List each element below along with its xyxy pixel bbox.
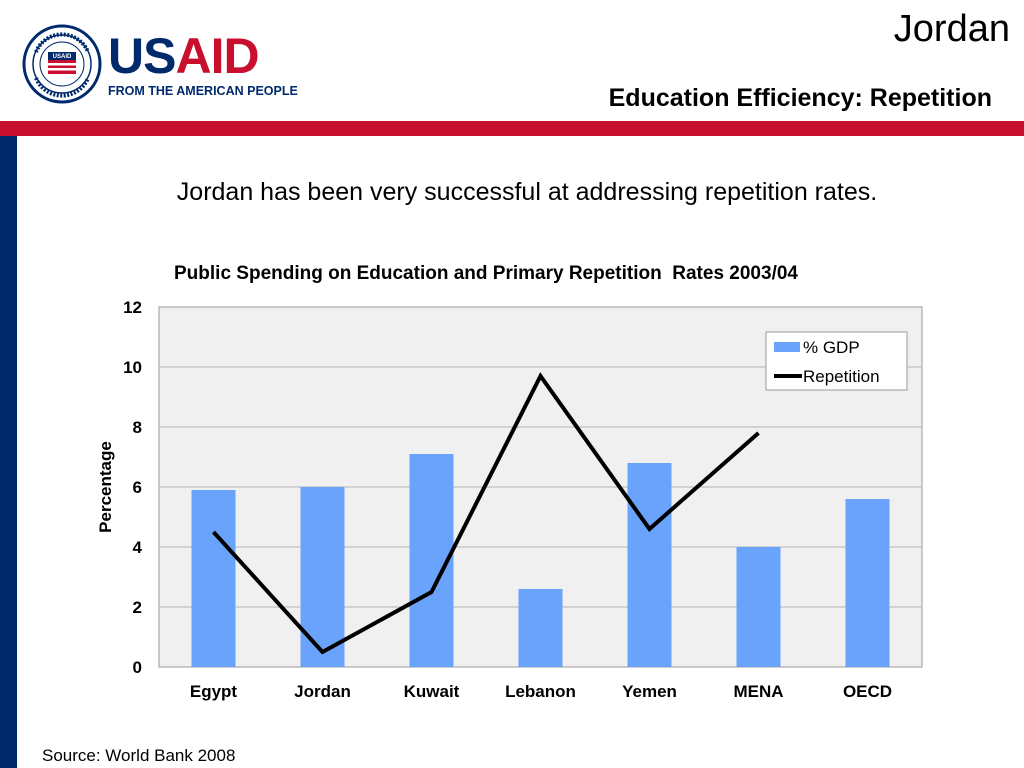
x-tick-label: Kuwait bbox=[404, 682, 460, 701]
y-axis-label: Percentage bbox=[96, 441, 115, 533]
source-note: Source: World Bank 2008 bbox=[42, 746, 236, 765]
chart-title: Public Spending on Education and Primary… bbox=[174, 263, 798, 284]
legend-label-repetition: Repetition bbox=[803, 367, 880, 386]
bar-line-chart: 0 2 4 6 8 10 12 Percentage Egypt Jordan Kuwait Leba… bbox=[96, 298, 923, 701]
x-tick-label: OECD bbox=[843, 682, 892, 701]
usaid-tagline: FROM THE AMERICAN PEOPLE bbox=[108, 84, 298, 98]
x-tick-label: Jordan bbox=[294, 682, 351, 701]
slide-subtitle: Education Efficiency: Repetition bbox=[608, 84, 992, 112]
usaid-wordmark: USAID bbox=[108, 28, 260, 84]
legend-box bbox=[765, 331, 908, 391]
bar-egypt bbox=[191, 490, 236, 667]
intro-text: Jordan has been very successful at addre… bbox=[176, 178, 878, 206]
left-blue-bar bbox=[0, 136, 17, 768]
header-red-band bbox=[0, 121, 1024, 136]
usaid-seal-icon: USAID bbox=[22, 24, 102, 104]
bar-oecd bbox=[845, 499, 890, 667]
y-tick-label: 2 bbox=[133, 598, 142, 617]
legend-swatch-gdp bbox=[774, 342, 800, 352]
legend-label-gdp: % GDP bbox=[803, 338, 860, 357]
bar-jordan bbox=[300, 487, 345, 667]
y-tick-label: 0 bbox=[133, 658, 142, 677]
y-tick-label: 8 bbox=[133, 418, 142, 437]
x-tick-label: Yemen bbox=[622, 682, 677, 701]
y-tick-label: 12 bbox=[123, 298, 142, 317]
x-tick-label: Lebanon bbox=[505, 682, 576, 701]
svg-text:USAID: USAID bbox=[53, 54, 72, 60]
y-tick-label: 10 bbox=[123, 358, 142, 377]
slide-title: Jordan bbox=[893, 8, 1010, 50]
bar-yemen bbox=[627, 463, 672, 667]
y-tick-label: 6 bbox=[133, 478, 142, 497]
bar-mena bbox=[736, 547, 781, 667]
y-tick-label: 4 bbox=[133, 538, 143, 557]
usaid-logo: USAID USAID FROM THE AMERICAN PEOPLE bbox=[22, 22, 312, 106]
bar-lebanon bbox=[518, 589, 563, 667]
x-tick-label: MENA bbox=[733, 682, 783, 701]
x-tick-label: Egypt bbox=[190, 682, 238, 701]
repetition-line bbox=[212, 372, 760, 655]
